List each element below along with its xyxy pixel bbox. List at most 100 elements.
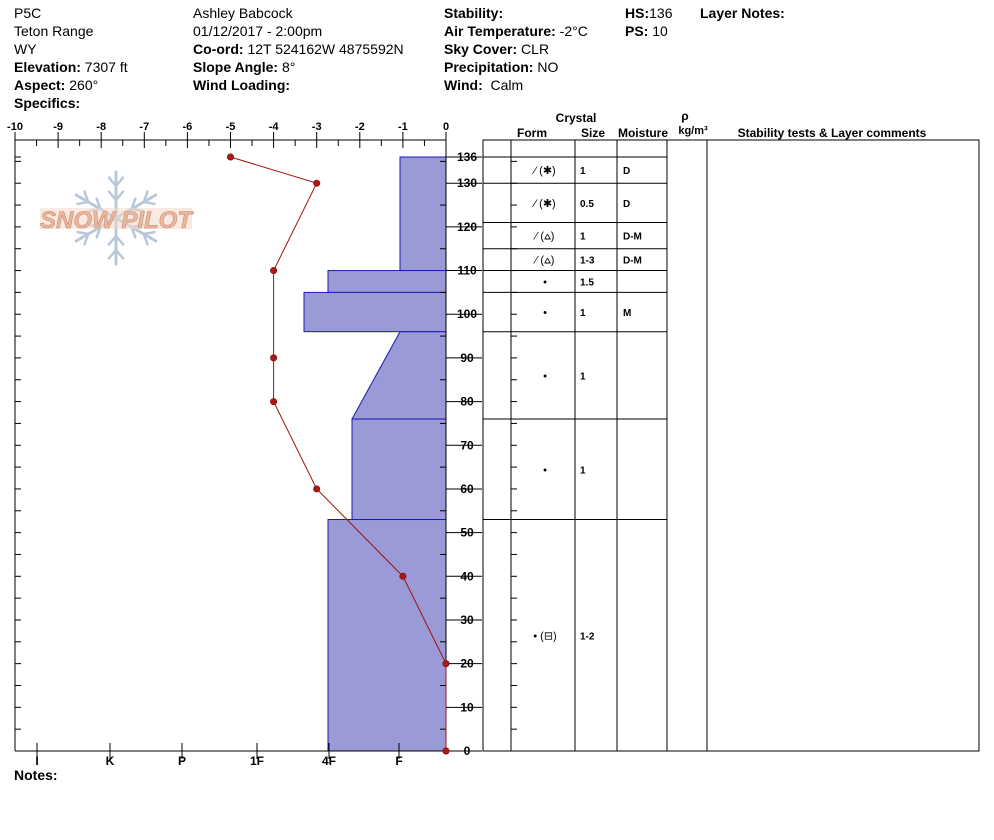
hardness-tick-label: P: [178, 754, 186, 768]
state: WY: [14, 41, 37, 57]
notes: Notes:: [14, 766, 58, 784]
hardness-bar: [399, 156, 447, 272]
flake-branch: [83, 190, 90, 204]
layer-table: Crystal Form Size Moisture ρ kg/m³ Stability t…: [482, 109, 980, 752]
layer-size: 1: [580, 371, 586, 382]
coord-value: 12T 524162W 4875592N: [247, 41, 404, 57]
stability-label: Stability:: [444, 5, 504, 21]
observation-datetime: 01/12/2017 - 2:00pm: [193, 23, 323, 39]
header-col3: Stability: Air Temperature: -2°C Sky Cov…: [444, 4, 588, 94]
flake-branch: [76, 200, 90, 206]
flake-branch: [114, 190, 125, 202]
header-crystal: Crystal: [556, 111, 597, 125]
temp-tick-label: -5: [226, 121, 236, 133]
flake-branch: [114, 234, 125, 246]
header-density-unit: kg/m³: [678, 125, 708, 137]
flake-branch: [142, 230, 156, 236]
ps-value: 10: [652, 23, 668, 39]
flake-branch: [83, 232, 90, 246]
temp-tick-label: -8: [96, 121, 106, 133]
flake-branch: [107, 176, 118, 188]
logo-text: SNOW PILOT: [40, 207, 194, 234]
hardness-bar: [351, 331, 447, 420]
pit-name: P5C: [14, 5, 42, 21]
ps-label: PS:: [625, 23, 649, 39]
sky-row: Sky Cover: CLR: [444, 40, 588, 58]
precip-row: Precipitation: NO: [444, 58, 588, 76]
temp-tick-label: -10: [7, 121, 23, 133]
temperature-point: [270, 398, 278, 406]
flake-branch: [95, 197, 102, 211]
temperature-point: [313, 179, 321, 187]
precip-label: Precipitation:: [444, 59, 534, 75]
temp-tick-label: -2: [355, 121, 365, 133]
layer-form: •: [543, 276, 547, 288]
height-tick-label: 110: [457, 264, 477, 278]
header-form: Form: [517, 126, 547, 140]
height-tick-label: 130: [457, 176, 477, 190]
aspect-value: 260°: [69, 77, 99, 93]
table-frame: [482, 139, 980, 752]
air-temp-value: -2°C: [559, 23, 588, 39]
hs-value: 136: [649, 5, 673, 21]
flake-branch: [142, 200, 156, 206]
flake-branch: [107, 234, 118, 246]
temp-tick-label: -4: [269, 121, 280, 133]
temperature-point: [442, 660, 450, 668]
flake-branch: [107, 190, 118, 202]
header-moisture: Moisture: [618, 126, 668, 140]
layer-form: •: [543, 370, 547, 382]
hardness-bar: [327, 270, 447, 293]
temperature-profile: [227, 153, 450, 755]
height-tick-label: 50: [460, 526, 474, 540]
layer-moisture: D-M: [623, 256, 642, 267]
air-temp-label: Air Temperature:: [444, 23, 556, 39]
temp-tick-label: -1: [398, 121, 408, 133]
layer-notes-label: Layer Notes:: [700, 5, 785, 21]
header-col4: HS:136 PS: 10: [625, 4, 672, 40]
layer-form: ⁄ (✱): [531, 198, 555, 210]
height-tick-label: 20: [460, 657, 474, 671]
hardness-bar: [327, 519, 447, 752]
logo-banner: [40, 208, 192, 229]
hardness-bar: [303, 291, 447, 333]
height-tick-label: 80: [460, 395, 474, 409]
ps-row: PS: 10: [625, 22, 672, 40]
temp-tick-label: -9: [53, 121, 63, 133]
temperature-point: [227, 153, 235, 161]
temperature-point: [442, 747, 450, 755]
layer-form: ⁄ (⩟): [533, 231, 555, 243]
coord-label: Co-ord:: [193, 41, 244, 57]
hs-label: HS:: [625, 5, 650, 21]
layer-size: 1-3: [580, 256, 595, 267]
height-tick-label: 120: [457, 220, 477, 234]
header-col1: P5C Teton Range WY Elevation: 7307 ft As…: [14, 4, 128, 112]
height-tick-label: 100: [457, 307, 477, 321]
hardness-tick-label: F: [395, 754, 402, 768]
sky-label: Sky Cover:: [444, 41, 518, 57]
aspect-label: Aspect:: [14, 77, 66, 93]
hs-row: HS:136: [625, 4, 672, 22]
coord-row: Co-ord: 12T 524162W 4875592N: [193, 40, 404, 58]
layer-moisture: D: [623, 199, 630, 210]
flake-branch: [130, 197, 137, 211]
wind-loading-row: Wind Loading:: [193, 76, 404, 94]
layer-moisture: D-M: [623, 232, 642, 243]
snowpilot-logo: SNOW PILOT: [40, 170, 195, 266]
layer-size: 1: [580, 232, 586, 243]
chart-axes: -10 -9 -8 -7 -6 -5 -4 -3 -2 -1 0I K P 1F 4F F1361301201…: [7, 121, 482, 768]
observer-name: Ashley Babcock: [193, 5, 293, 21]
temperature-point: [399, 572, 407, 580]
temperature-point: [270, 267, 278, 275]
elevation-row: Elevation: 7307 ft: [14, 58, 128, 76]
layer-size: 1: [580, 166, 586, 177]
height-tick-label: 0: [464, 744, 471, 758]
flake-branch: [114, 176, 125, 188]
elevation-label: Elevation:: [14, 59, 81, 75]
precip-value: NO: [537, 59, 559, 75]
flake-branch: [114, 248, 125, 260]
flake-branch: [107, 248, 118, 260]
layer-moisture: M: [623, 308, 631, 319]
layer-form: • (⊟): [533, 630, 556, 642]
